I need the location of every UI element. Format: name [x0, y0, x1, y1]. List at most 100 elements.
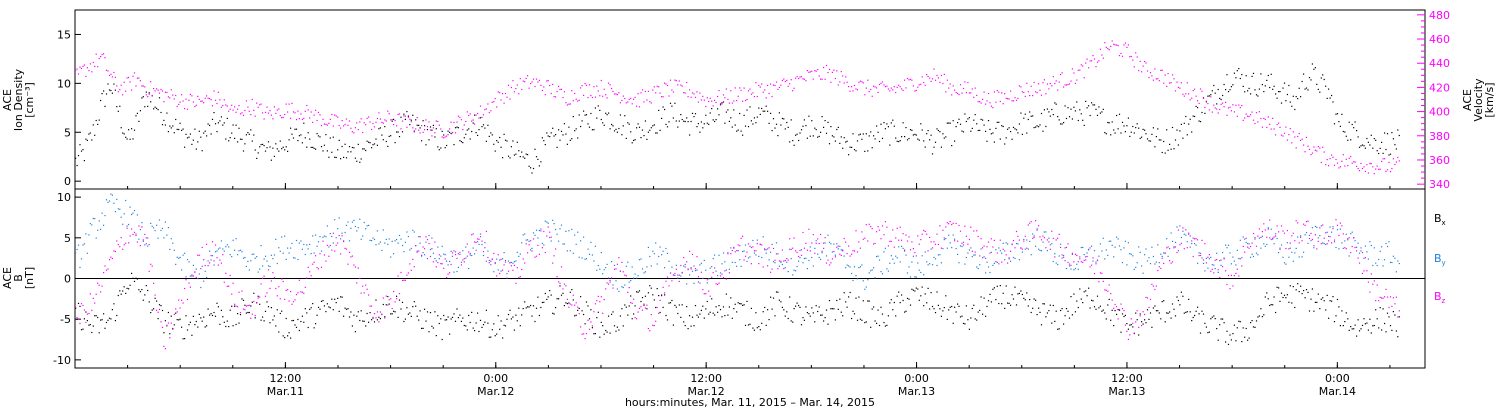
- bz-point: [499, 272, 501, 275]
- velocity-point: [718, 90, 720, 92]
- bz-point: [881, 225, 884, 227]
- bottom-left-ylabel-line: ACE: [1, 267, 14, 289]
- density-point: [590, 112, 592, 115]
- bx-point: [129, 284, 131, 286]
- velocity-point: [675, 80, 677, 82]
- density-point: [1236, 70, 1238, 72]
- velocity-point: [762, 91, 764, 93]
- velocity-point: [534, 85, 536, 88]
- by-point: [1375, 262, 1377, 264]
- velocity-point: [633, 98, 635, 100]
- bx-point: [672, 324, 674, 326]
- velocity-point: [1002, 103, 1004, 105]
- by-point: [269, 265, 271, 268]
- by-point: [968, 249, 970, 251]
- velocity-point: [1088, 67, 1090, 69]
- bx-point: [145, 285, 147, 287]
- velocity-point: [669, 79, 672, 81]
- density-point: [824, 120, 826, 122]
- bz-point: [800, 254, 803, 256]
- density-point: [235, 124, 237, 126]
- density-point: [1270, 73, 1272, 75]
- bx-point: [1292, 286, 1294, 288]
- bx-point: [216, 302, 218, 304]
- by-point: [335, 237, 337, 239]
- density-point: [226, 117, 228, 119]
- density-point: [317, 135, 320, 137]
- bz-point: [606, 282, 608, 284]
- velocity-point: [1358, 170, 1361, 172]
- by-point: [821, 252, 823, 254]
- by-point: [451, 255, 454, 257]
- top-right-tick-label: 360: [1429, 154, 1450, 167]
- density-point: [300, 134, 302, 136]
- density-point: [646, 138, 648, 140]
- bx-point: [1222, 318, 1224, 320]
- by-point: [959, 245, 962, 247]
- by-point: [1005, 242, 1007, 244]
- bx-point: [898, 291, 900, 293]
- velocity-point: [1217, 112, 1219, 114]
- density-point: [1311, 63, 1313, 65]
- bx-point: [301, 315, 303, 317]
- bz-point: [1158, 266, 1160, 268]
- velocity-point: [786, 79, 788, 81]
- velocity-point: [444, 136, 446, 138]
- bx-point: [856, 319, 859, 321]
- bz-point: [1360, 250, 1362, 252]
- density-point: [787, 126, 789, 128]
- velocity-point: [569, 103, 571, 105]
- density-point: [1030, 115, 1032, 117]
- bz-point: [372, 316, 374, 318]
- bx-point: [893, 301, 895, 304]
- bz-point: [977, 235, 979, 238]
- density-point: [189, 133, 191, 135]
- by-point: [391, 240, 393, 242]
- bz-point: [744, 255, 747, 257]
- bz-point: [696, 256, 698, 258]
- bz-point: [287, 289, 289, 291]
- by-point: [142, 240, 144, 242]
- density-point: [437, 146, 439, 148]
- velocity-point: [295, 119, 298, 121]
- by-point: [840, 249, 842, 251]
- density-point: [674, 102, 676, 104]
- velocity-point: [625, 102, 627, 104]
- bz-point: [357, 267, 359, 269]
- density-point: [192, 139, 194, 141]
- by-point: [795, 270, 797, 272]
- by-point: [951, 247, 953, 249]
- density-point: [622, 125, 624, 127]
- velocity-point: [220, 106, 222, 108]
- velocity-point: [393, 124, 395, 126]
- by-point: [867, 279, 869, 281]
- by-point: [671, 266, 673, 268]
- bz-point: [415, 245, 417, 247]
- velocity-point: [360, 118, 362, 120]
- bz-point: [587, 319, 589, 321]
- density-point: [877, 131, 879, 133]
- bx-point: [571, 289, 573, 291]
- density-point: [1105, 133, 1107, 135]
- by-point: [597, 265, 599, 267]
- velocity-point: [447, 134, 449, 136]
- velocity-point: [792, 90, 794, 92]
- velocity-point: [340, 127, 342, 129]
- by-point: [553, 223, 555, 225]
- density-point: [967, 118, 969, 120]
- velocity-point: [1292, 131, 1294, 133]
- bz-point: [1229, 288, 1231, 290]
- bx-point: [1135, 312, 1137, 314]
- density-point: [990, 133, 992, 135]
- velocity-point: [627, 101, 629, 103]
- bx-point: [219, 323, 221, 325]
- bx-point: [895, 315, 897, 317]
- density-point: [725, 111, 727, 113]
- density-point: [107, 83, 109, 85]
- bz-point: [1216, 259, 1218, 261]
- velocity-point: [394, 120, 396, 122]
- bz-point: [1089, 266, 1091, 268]
- bz-point: [225, 272, 227, 274]
- by-point: [574, 234, 576, 236]
- density-point: [153, 108, 155, 110]
